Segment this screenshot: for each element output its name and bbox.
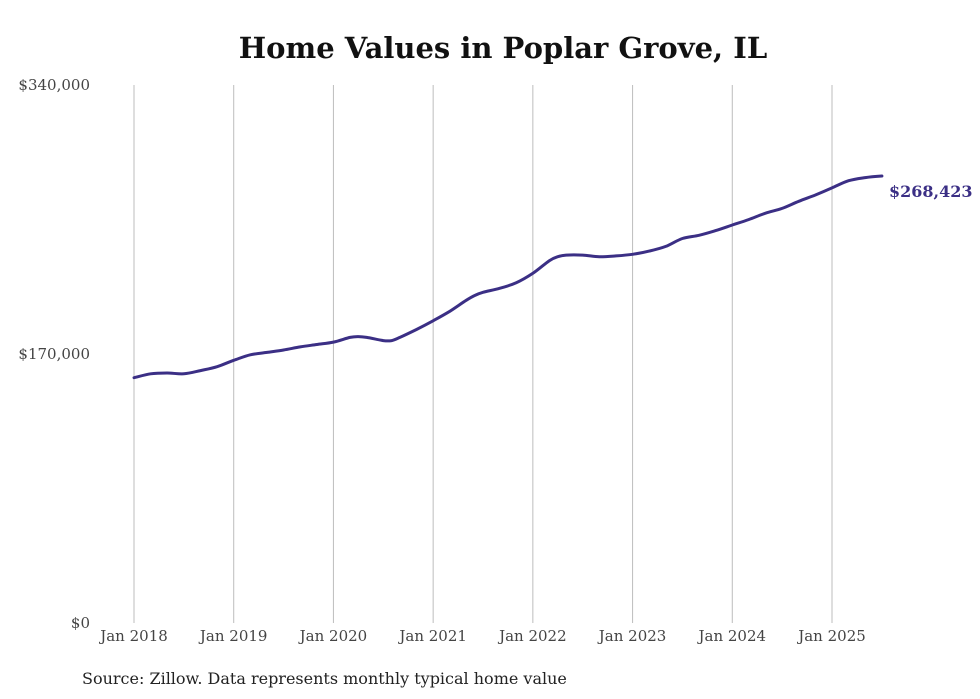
x-tick-label: Jan 2025	[796, 627, 866, 645]
vertical-gridlines	[133, 85, 833, 623]
y-tick-label: $0	[71, 614, 90, 632]
x-tick-label: Jan 2022	[497, 627, 567, 645]
x-tick-label: Jan 2019	[198, 627, 268, 645]
y-tick-label: $340,000	[18, 76, 90, 94]
y-axis-tick-labels: $0 $170,000 $340,000	[18, 76, 90, 632]
x-tick-label: Jan 2020	[298, 627, 368, 645]
x-tick-label: Jan 2024	[697, 627, 767, 645]
home-value-series-line	[132, 174, 884, 380]
y-tick-label: $170,000	[18, 345, 90, 363]
x-tick-label: Jan 2023	[597, 627, 667, 645]
latest-value-label: $268,423	[889, 182, 973, 201]
x-axis-tick-labels: Jan 2018 Jan 2019 Jan 2020 Jan 2021 Jan 2022…	[98, 627, 866, 645]
source-note: Source: Zillow. Data represents monthly …	[82, 669, 567, 688]
chart-title: Home Values in Poplar Grove, IL	[239, 31, 767, 65]
x-tick-label: Jan 2018	[98, 627, 168, 645]
x-tick-label: Jan 2021	[397, 627, 467, 645]
